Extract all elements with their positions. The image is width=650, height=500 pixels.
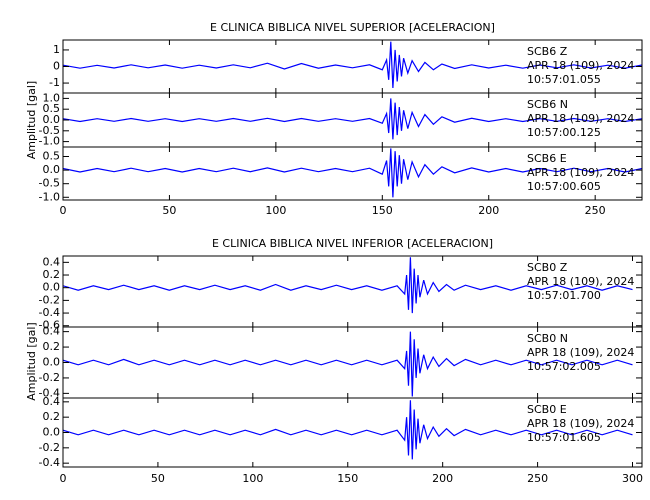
time-label: 10:57:01.700 [527, 289, 601, 302]
y-tick-label: 0.0 [43, 356, 61, 369]
y-tick-label: -1 [49, 76, 60, 89]
x-tick-label: 100 [242, 472, 263, 485]
date-label: APR 18 (109), 2024 [527, 346, 634, 359]
y-axis-label: Amplitud [gal] [25, 81, 38, 159]
y-tick-label: 1 [53, 43, 60, 56]
station-label: SCB0 Z [527, 261, 568, 274]
x-tick-label: 150 [372, 204, 393, 217]
y-tick-label: 0.2 [43, 340, 61, 353]
y-tick-label: -0.4 [39, 386, 60, 399]
x-tick-label: 0 [60, 472, 67, 485]
waveform [63, 257, 633, 314]
date-label: APR 18 (109), 2024 [527, 112, 634, 125]
y-axis-label: Amplitud [gal] [25, 322, 38, 400]
y-tick-label: -0.5 [39, 124, 60, 137]
time-label: 10:57:00.605 [527, 180, 601, 193]
x-tick-label: 50 [162, 204, 176, 217]
time-label: 10:57:02.005 [527, 360, 601, 373]
station-label: SCB6 E [527, 152, 567, 165]
x-tick-label: 50 [151, 472, 165, 485]
y-tick-label: 0.4 [43, 325, 61, 338]
waveform [63, 148, 642, 198]
time-label: 10:57:00.125 [527, 126, 601, 139]
station-label: SCB0 E [527, 403, 567, 416]
y-tick-label: 0.5 [43, 150, 61, 163]
date-label: APR 18 (109), 2024 [527, 417, 634, 430]
y-tick-label: -0.4 [39, 306, 60, 319]
waveform [63, 98, 642, 140]
date-label: APR 18 (109), 2024 [527, 166, 634, 179]
y-tick-label: -1.0 [39, 135, 60, 148]
y-tick-label: -0.4 [39, 456, 60, 469]
x-tick-label: 200 [478, 204, 499, 217]
station-label: SCB6 Z [527, 45, 568, 58]
y-tick-label: 0.0 [43, 113, 61, 126]
x-tick-label: 200 [432, 472, 453, 485]
y-tick-label: 0.5 [43, 102, 61, 115]
station-label: SCB0 N [527, 332, 568, 345]
y-tick-label: 0.2 [43, 410, 61, 423]
y-tick-label: 0.4 [43, 255, 61, 268]
date-label: APR 18 (109), 2024 [527, 275, 634, 288]
date-label: APR 18 (109), 2024 [527, 59, 634, 72]
y-tick-label: -0.6 [39, 319, 60, 332]
y-tick-label: 0.0 [43, 281, 61, 294]
x-tick-label: 150 [337, 472, 358, 485]
y-tick-label: 0 [53, 60, 60, 73]
waveform [63, 331, 633, 397]
y-tick-label: -0.2 [39, 441, 60, 454]
y-tick-label: -1.0 [39, 190, 60, 203]
chart-title: E CLINICA BIBLICA NIVEL SUPERIOR [ACELER… [210, 21, 495, 34]
x-tick-label: 0 [60, 204, 67, 217]
x-tick-label: 100 [265, 204, 286, 217]
y-tick-label: -0.5 [39, 177, 60, 190]
waveform [63, 41, 642, 89]
y-tick-label: -0.2 [39, 293, 60, 306]
y-tick-label: -0.2 [39, 371, 60, 384]
x-tick-label: 300 [622, 472, 643, 485]
y-tick-label: 1.0 [43, 91, 61, 104]
y-tick-label: 0.4 [43, 395, 61, 408]
waveform [63, 400, 633, 460]
x-tick-label: 250 [585, 204, 606, 217]
chart-title: E CLINICA BIBLICA NIVEL INFERIOR [ACELER… [212, 237, 493, 250]
y-tick-label: 0.0 [43, 163, 61, 176]
station-label: SCB6 N [527, 98, 568, 111]
panel-frame [62, 146, 643, 201]
x-tick-label: 250 [527, 472, 548, 485]
time-label: 10:57:01.055 [527, 73, 601, 86]
y-tick-label: 0.2 [43, 268, 61, 281]
y-tick-label: 0.0 [43, 426, 61, 439]
time-label: 10:57:01.605 [527, 431, 601, 444]
